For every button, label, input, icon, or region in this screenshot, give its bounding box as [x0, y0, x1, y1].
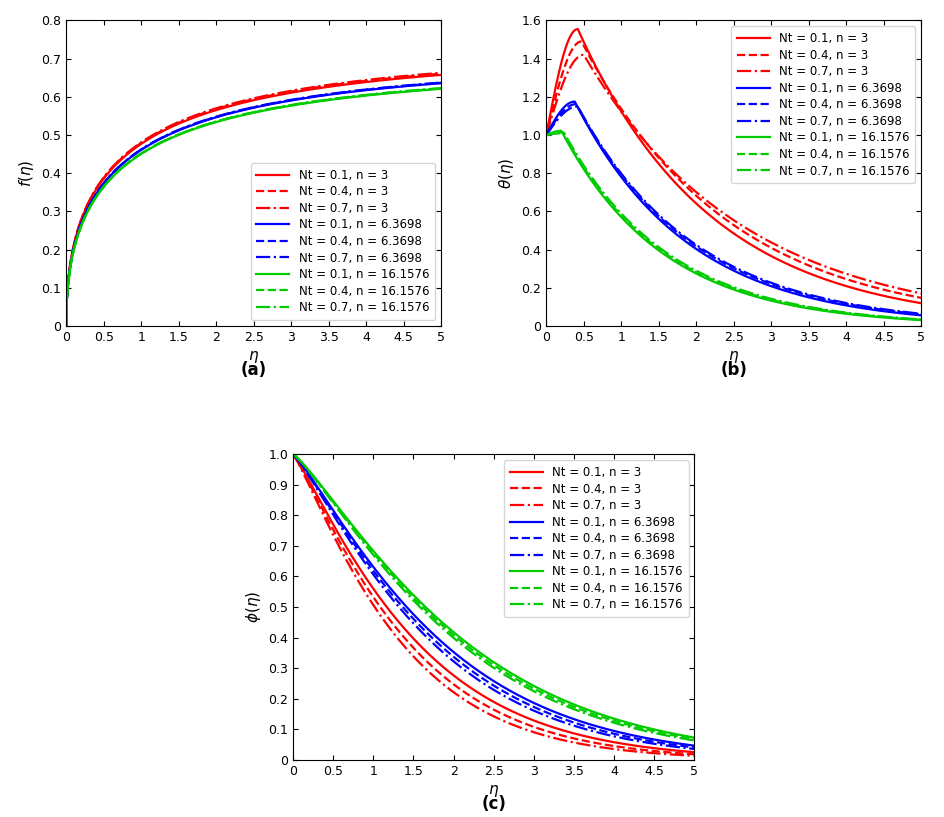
Legend: Nt = 0.1, n = 3, Nt = 0.4, n = 3, Nt = 0.7, n = 3, Nt = 0.1, n = 6.3698, Nt = 0.: Nt = 0.1, n = 3, Nt = 0.4, n = 3, Nt = 0…: [730, 26, 915, 184]
X-axis label: $\eta$: $\eta$: [248, 350, 259, 365]
Text: (c): (c): [480, 795, 506, 813]
Legend: Nt = 0.1, n = 3, Nt = 0.4, n = 3, Nt = 0.7, n = 3, Nt = 0.1, n = 6.3698, Nt = 0.: Nt = 0.1, n = 3, Nt = 0.4, n = 3, Nt = 0…: [250, 163, 435, 320]
Y-axis label: $f(\eta)$: $f(\eta)$: [17, 159, 36, 187]
X-axis label: $\eta$: $\eta$: [488, 784, 498, 799]
Text: (b): (b): [719, 361, 747, 379]
Text: (a): (a): [241, 361, 266, 379]
Y-axis label: $\theta(\eta)$: $\theta(\eta)$: [497, 158, 515, 189]
Y-axis label: $\phi(\eta)$: $\phi(\eta)$: [244, 591, 262, 623]
X-axis label: $\eta$: $\eta$: [728, 350, 738, 365]
Legend: Nt = 0.1, n = 3, Nt = 0.4, n = 3, Nt = 0.7, n = 3, Nt = 0.1, n = 6.3698, Nt = 0.: Nt = 0.1, n = 3, Nt = 0.4, n = 3, Nt = 0…: [503, 460, 688, 618]
